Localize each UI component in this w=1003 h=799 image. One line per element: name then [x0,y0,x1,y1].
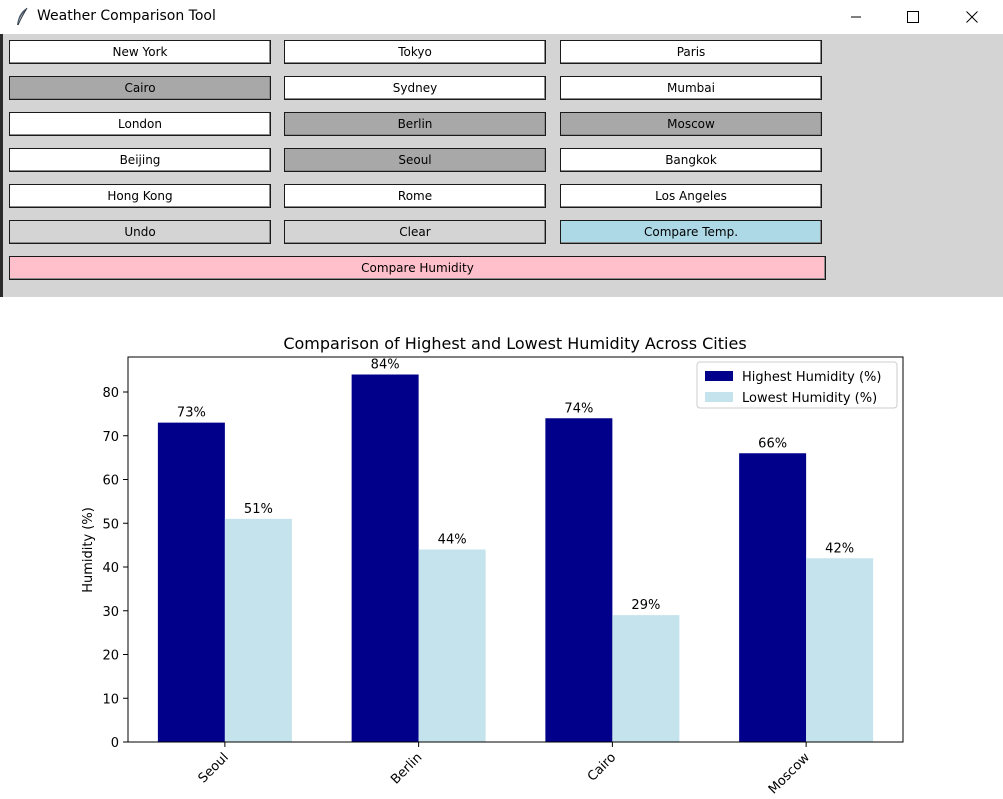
maximize-button[interactable] [890,0,936,34]
y-tick-label: 40 [102,561,119,576]
chart-area: Comparison of Highest and Lowest Humidit… [0,297,1003,799]
y-tick-label: 10 [102,692,119,707]
city-button-mumbai[interactable]: Mumbai [560,76,822,100]
y-tick-label: 0 [111,736,119,751]
y-tick-label: 80 [102,386,119,401]
city-button-moscow[interactable]: Moscow [560,112,822,136]
close-button[interactable] [949,0,995,34]
legend-swatch [705,371,733,381]
bar-value-label: 42% [825,541,854,556]
x-tick-label: Seoul [196,750,232,786]
y-axis-label: Humidity (%) [81,507,96,593]
y-tick-label: 50 [102,517,119,532]
bars: 73% 51% 84% 44% 74% 29% 66% 42% [157,358,874,742]
y-axis-ticks: 0 10 20 30 40 50 60 70 80 [102,386,128,751]
compare-humidity-button[interactable]: Compare Humidity [9,256,826,280]
x-axis-ticks: Seoul Berlin Cairo Moscow [196,742,813,797]
city-button-berlin[interactable]: Berlin [284,112,546,136]
clear-button[interactable]: Clear [284,220,546,244]
city-button-los-angeles[interactable]: Los Angeles [560,184,822,208]
bar-value-label: 74% [564,401,593,416]
minimize-icon [851,16,861,18]
close-icon [966,11,978,23]
y-tick-label: 70 [102,430,119,445]
city-button-cairo[interactable]: Cairo [9,76,271,100]
bar-value-label: 51% [244,502,273,517]
x-tick-label: Cairo [585,750,619,784]
city-button-bangkok[interactable]: Bangkok [560,148,822,172]
control-panel: New York Tokyo Paris Cairo Sydney Mumbai… [3,34,1003,297]
bar-lowest [224,518,292,742]
bar-lowest [418,549,486,742]
y-tick-label: 30 [102,605,119,620]
bar-highest [157,422,225,742]
humidity-chart: Comparison of Highest and Lowest Humidit… [81,334,904,797]
bar-value-label: 73% [177,406,206,421]
city-button-rome[interactable]: Rome [284,184,546,208]
legend-box [696,361,898,409]
city-button-new-york[interactable]: New York [9,40,271,64]
city-button-seoul[interactable]: Seoul [284,148,546,172]
city-button-hong-kong[interactable]: Hong Kong [9,184,271,208]
minimize-button[interactable] [833,0,879,34]
bar-value-label: 29% [631,598,660,613]
title-bar: Weather Comparison Tool [0,0,1003,34]
legend-swatch [705,392,733,402]
legend: Highest Humidity (%) Lowest Humidity (%) [696,361,898,409]
legend-label: Highest Humidity (%) [742,370,881,385]
legend-label: Lowest Humidity (%) [742,391,877,406]
feather-icon [17,7,28,26]
bar-lowest [806,558,874,742]
x-tick-label: Berlin [388,750,425,787]
bar-highest [351,374,419,742]
bar-lowest [612,615,680,742]
bar-value-label: 84% [371,358,400,373]
x-tick-label: Moscow [766,750,813,797]
city-button-london[interactable]: London [9,112,271,136]
bar-value-label: 66% [758,436,787,451]
chart-title: Comparison of Highest and Lowest Humidit… [283,334,746,353]
window-title: Weather Comparison Tool [37,8,216,24]
plot-frame [127,356,904,743]
bar-highest [739,453,807,742]
city-button-sydney[interactable]: Sydney [284,76,546,100]
city-button-tokyo[interactable]: Tokyo [284,40,546,64]
bar-value-label: 44% [438,533,467,548]
city-button-paris[interactable]: Paris [560,40,822,64]
bar-highest [545,418,613,742]
city-button-beijing[interactable]: Beijing [9,148,271,172]
y-tick-label: 20 [102,649,119,664]
compare-temp-button[interactable]: Compare Temp. [560,220,822,244]
y-tick-label: 60 [102,474,119,489]
undo-button[interactable]: Undo [9,220,271,244]
maximize-icon [907,11,919,23]
